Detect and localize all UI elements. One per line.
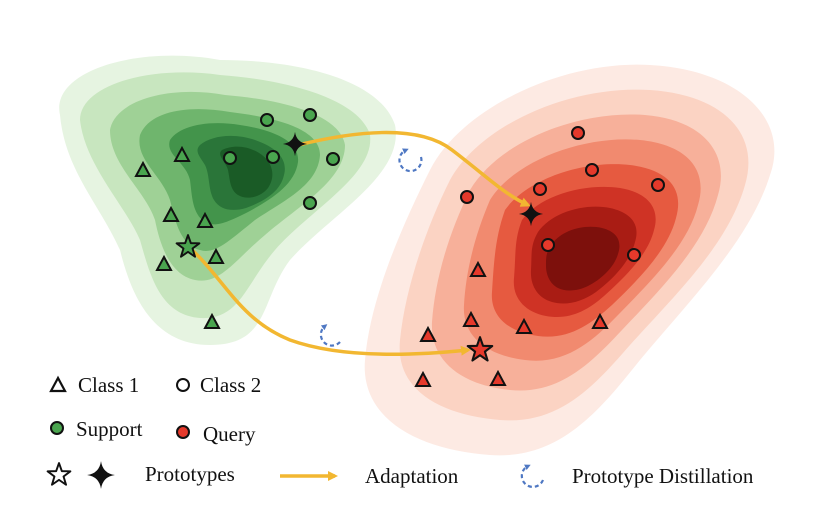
legend-prototypes-label: Prototypes <box>145 462 235 486</box>
adaptation-arrow-class1 <box>188 246 471 357</box>
support-triangle-marker <box>162 205 180 222</box>
support-circle-marker <box>223 151 237 165</box>
support-class2-points <box>223 108 340 210</box>
query-circle-marker <box>585 163 599 177</box>
support-triangle-marker <box>203 312 221 329</box>
legend: Class 1 Class 2 Support Query Prototypes… <box>46 373 754 489</box>
query-class1-points <box>414 260 609 387</box>
star-icon <box>46 462 72 486</box>
support-circle-marker <box>266 150 280 164</box>
query-triangle-marker <box>419 325 437 342</box>
distillation-icon <box>319 324 341 347</box>
support-circle-marker <box>303 196 317 210</box>
circular-dashed-arrow-icon <box>520 464 545 488</box>
query-triangle-marker <box>591 312 609 329</box>
legend-distillation-label: Prototype Distillation <box>572 464 754 488</box>
support-circle-marker <box>326 152 340 166</box>
legend-class2-label: Class 2 <box>200 373 261 397</box>
support-density-blob <box>59 55 396 346</box>
query-circle-marker <box>651 178 665 192</box>
distillation-icon <box>398 148 423 173</box>
legend-adaptation-label: Adaptation <box>365 464 459 488</box>
support-triangle-marker <box>134 160 152 177</box>
legend-class1-label: Class 1 <box>78 373 139 397</box>
legend-query-label: Query <box>203 422 256 446</box>
query-circle-marker <box>460 190 474 204</box>
query-circle-marker <box>571 126 585 140</box>
legend-support-label: Support <box>76 417 143 441</box>
query-triangle-marker <box>489 369 507 386</box>
circle-icon <box>176 378 190 392</box>
support-triangle-marker <box>173 145 191 162</box>
four-point-star-icon <box>87 461 115 489</box>
query-triangle-marker <box>469 260 487 277</box>
support-class1-points <box>134 145 225 329</box>
support-triangle-marker <box>196 211 214 228</box>
support-triangle-marker <box>155 254 173 271</box>
support-circle-marker <box>303 108 317 122</box>
query-circle-marker <box>533 182 547 196</box>
query-legend-icon <box>176 425 190 439</box>
query-circle-marker <box>541 238 555 252</box>
query-triangle-marker <box>515 317 533 334</box>
query-triangle-marker <box>414 370 432 387</box>
query-density-blob <box>364 64 775 456</box>
query-circle-marker <box>627 248 641 262</box>
query-class2-points <box>460 126 665 262</box>
support-legend-icon <box>50 421 64 435</box>
support-triangle-marker <box>207 247 225 264</box>
query-triangle-marker <box>462 310 480 327</box>
adaptation-arrow-class2 <box>297 130 531 207</box>
triangle-icon <box>49 375 67 393</box>
support-circle-marker <box>260 113 274 127</box>
